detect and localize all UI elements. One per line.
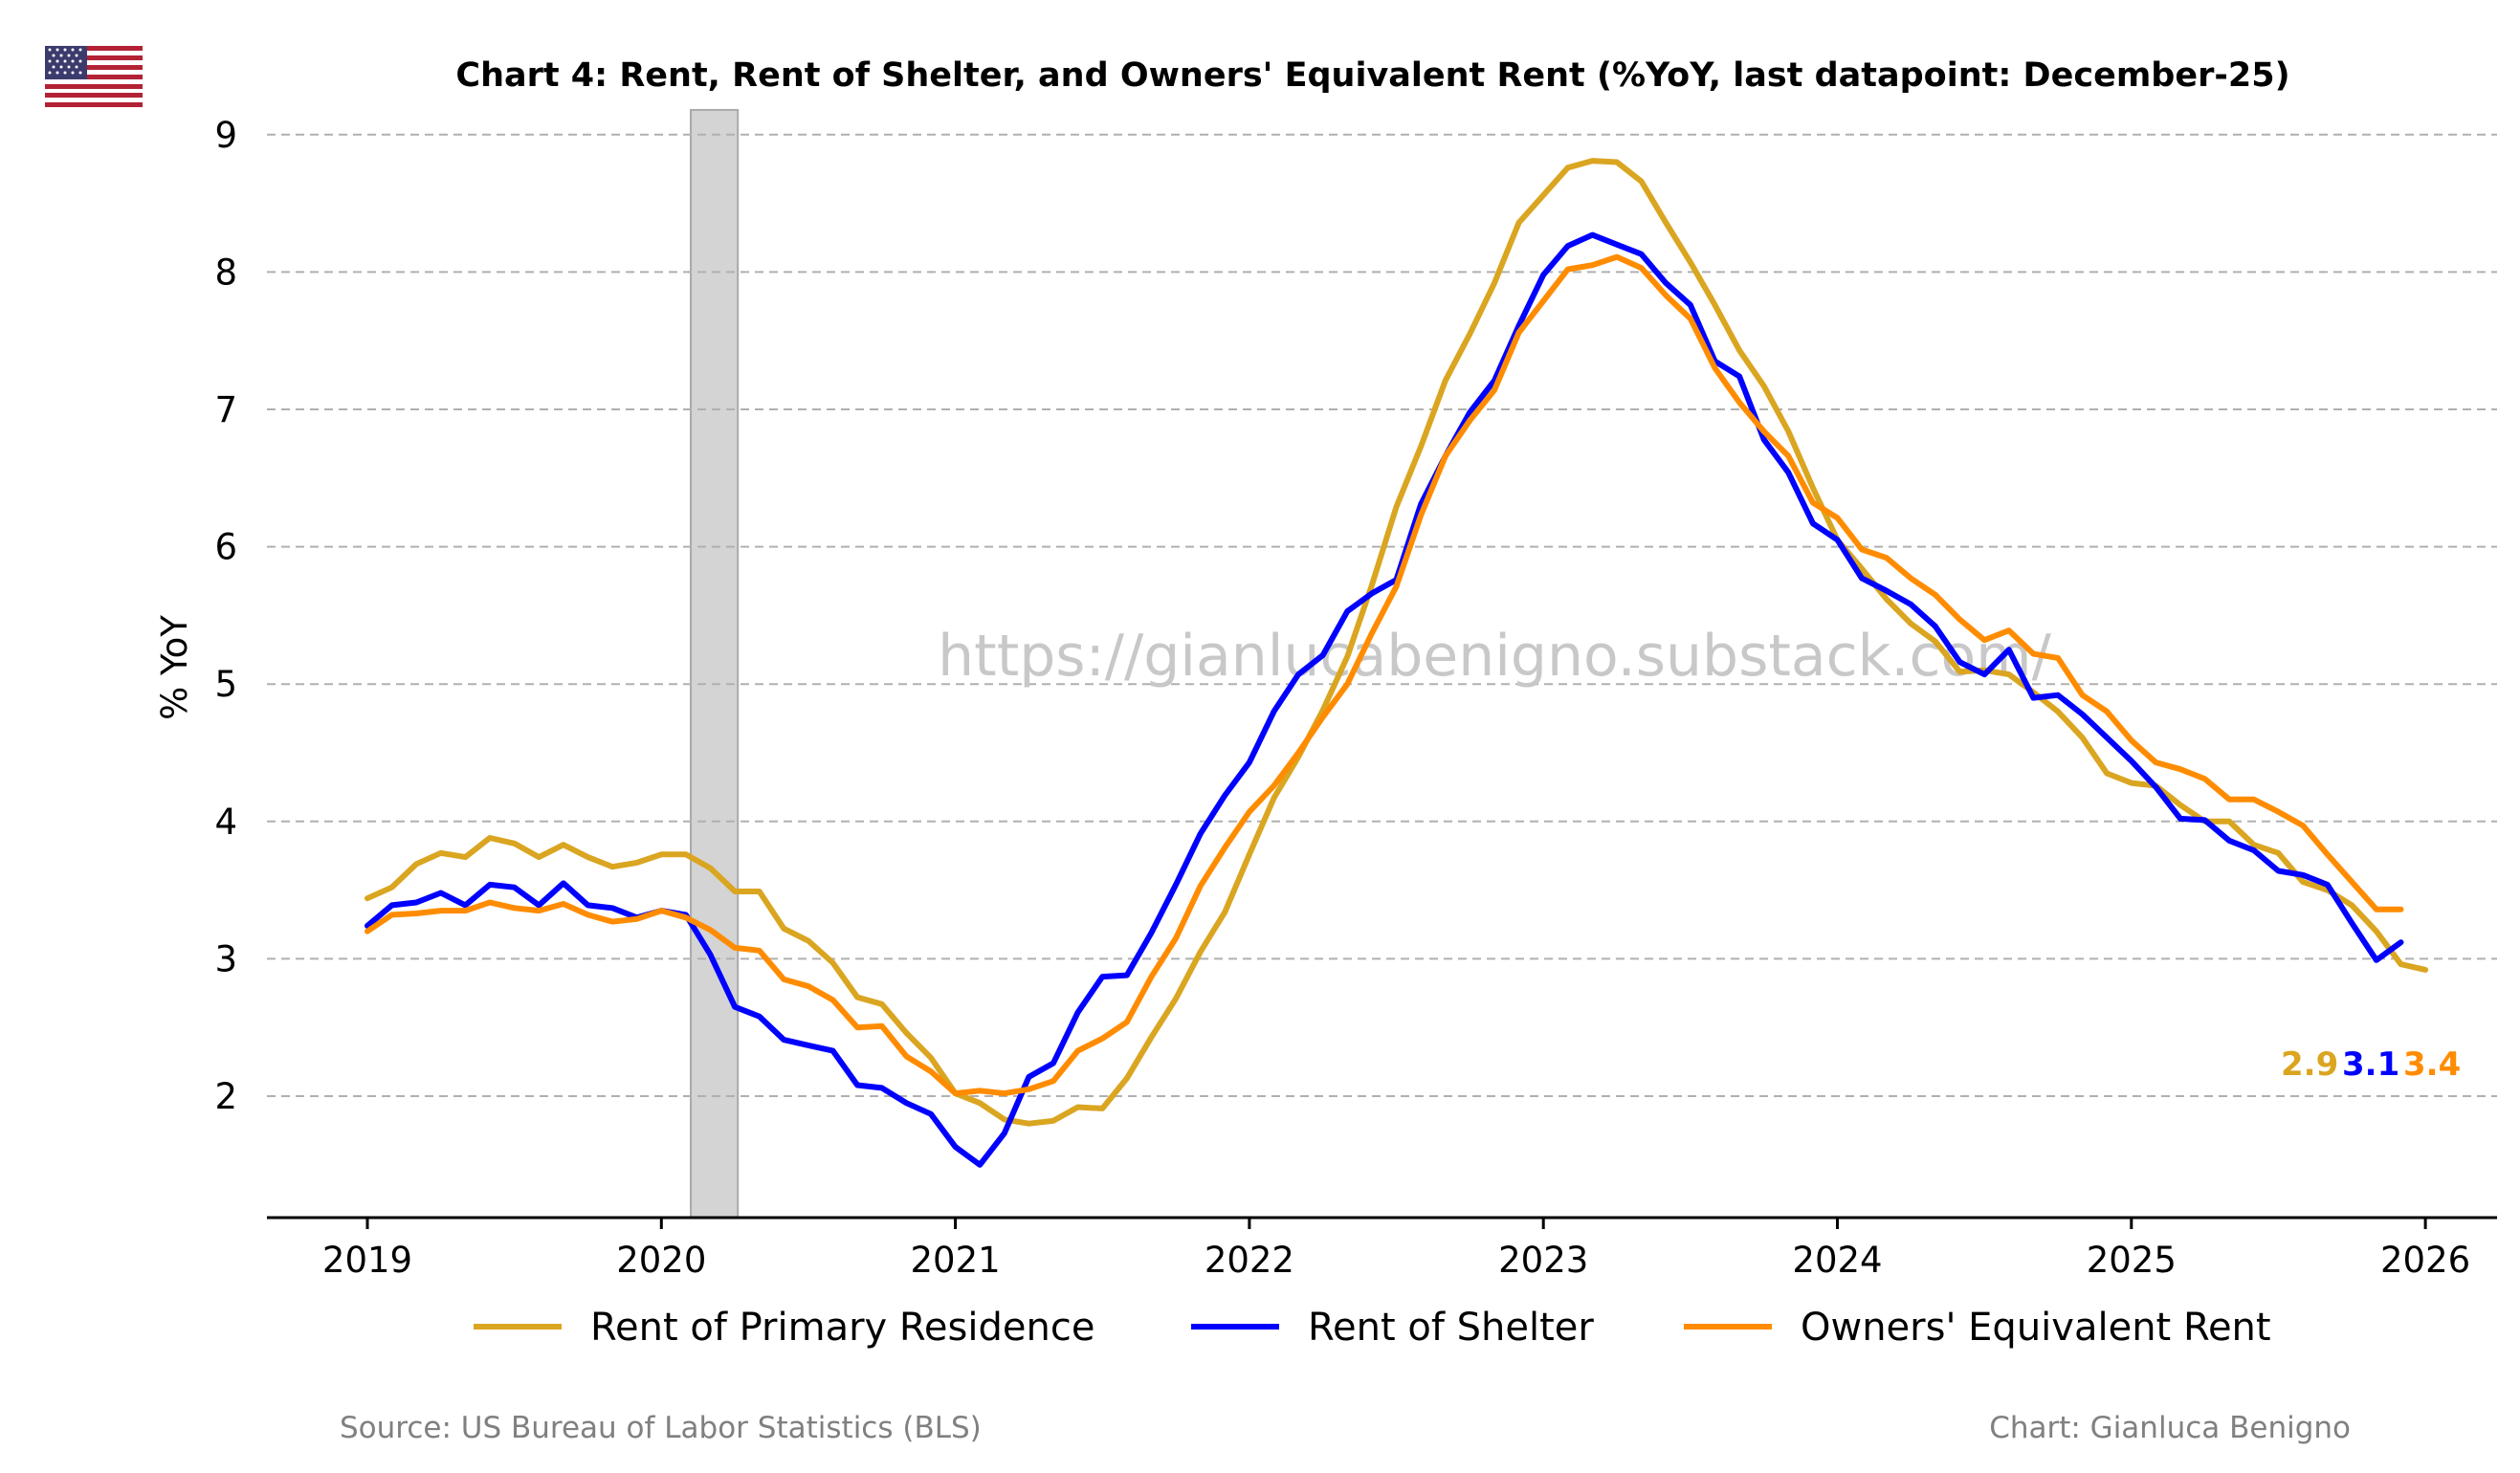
x-tick-label: 2025 [2087, 1240, 2177, 1281]
chart-credit: Chart: Gianluca Benigno [1989, 1411, 2351, 1445]
x-tick-label: 2022 [1205, 1240, 1294, 1281]
end-value-label: 3.1 [2342, 1045, 2399, 1084]
legend-label: Owners' Equivalent Rent [1801, 1306, 2271, 1350]
y-tick-label: 4 [214, 802, 237, 843]
y-tick-label: 8 [214, 252, 237, 293]
y-tick-label: 6 [214, 527, 237, 568]
y-axis-ticks: 2 3 4 5 6 7 8 9 [214, 115, 237, 1117]
legend-label: Rent of Primary Residence [590, 1306, 1094, 1350]
end-value-label: 2.9 [2281, 1045, 2338, 1084]
source-note: Source: US Bureau of Labor Statistics (B… [340, 1411, 982, 1445]
x-tick-label: 2020 [616, 1240, 706, 1281]
end-value-labels: 2.9 3.1 3.4 [2281, 1045, 2461, 1084]
x-axis-ticks: 2019 2020 2021 2022 2023 2024 2025 2026 [322, 1218, 2470, 1281]
series-lines [365, 158, 2429, 1168]
y-axis-label: % YoY [154, 615, 195, 720]
watermark: https://gianlucabenigno.substack.com/ [938, 623, 2051, 690]
y-tick-label: 3 [214, 938, 237, 979]
gridlines [267, 133, 2497, 1097]
y-tick-label: 9 [214, 115, 237, 156]
y-tick-label: 2 [214, 1076, 237, 1117]
x-tick-label: 2026 [2380, 1240, 2470, 1281]
series-line-rent-of-primary-residence [365, 158, 2429, 1127]
y-tick-label: 5 [214, 664, 237, 705]
legend-label: Rent of Shelter [1308, 1306, 1594, 1350]
us-flag-icon [45, 46, 143, 107]
legend: Rent of Primary Residence Rent of Shelter… [474, 1306, 2271, 1350]
y-tick-label: 7 [214, 389, 237, 430]
x-tick-label: 2019 [322, 1240, 412, 1281]
series-line-rent-of-shelter [365, 231, 2404, 1168]
recession-band-layer [690, 108, 740, 1219]
series-line-owners-equivalent-rent [365, 253, 2404, 1097]
x-tick-label: 2021 [911, 1240, 1001, 1281]
x-tick-label: 2024 [1792, 1240, 1882, 1281]
chart-title: Chart 4: Rent, Rent of Shelter, and Owne… [455, 56, 2289, 95]
x-tick-label: 2023 [1498, 1240, 1588, 1281]
end-value-label: 3.4 [2403, 1045, 2461, 1084]
recession-band [690, 108, 740, 1219]
